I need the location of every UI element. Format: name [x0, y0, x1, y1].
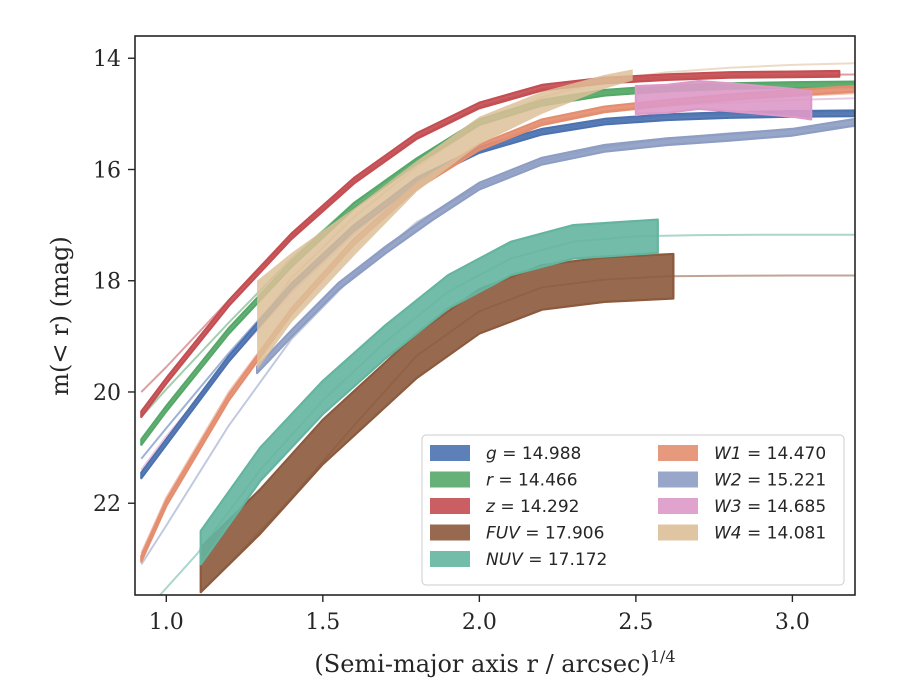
legend-swatch-nuv [430, 551, 470, 567]
legend-label-w1: W1 = 14.470 [714, 444, 826, 464]
legend-swatch-w1 [658, 445, 698, 461]
legend-swatch-w2 [658, 471, 698, 488]
y-tick-label: 16 [93, 158, 121, 183]
legend-label-w3: W3 = 14.685 [714, 497, 826, 517]
legend-swatch-w3 [658, 498, 698, 514]
y-tick-label: 20 [93, 381, 121, 406]
legend-label-fuv: FUV = 17.906 [486, 524, 604, 544]
profile-band-fuv [199, 252, 675, 594]
legend-swatch-z [430, 498, 470, 514]
legend-label-z: z = 14.292 [485, 497, 579, 517]
legend-label-w4: W4 = 14.081 [714, 524, 826, 544]
legend-label-g: g = 14.988 [486, 444, 581, 464]
legend-label-r: r = 14.466 [486, 471, 578, 491]
x-tick-label: 2.0 [462, 610, 497, 635]
profile-band-z [140, 69, 841, 419]
y-tick-label: 14 [93, 47, 121, 72]
legend-swatch-fuv [430, 524, 470, 541]
legend-label-w2: W2 = 15.221 [714, 471, 826, 491]
x-tick-label: 3.0 [775, 610, 810, 635]
profile-band-w2 [256, 117, 855, 375]
legend: g = 14.988 r = 14.466 z = 14.292 FUV = 17.9… [421, 434, 845, 586]
legend-swatch-r [430, 471, 470, 488]
x-axis-label-power: 1/4 [650, 647, 676, 666]
legend-swatch-g [430, 445, 470, 461]
x-tick-label: 1.0 [149, 610, 184, 635]
x-tick-label: 2.5 [618, 610, 653, 635]
profile-band-w3 [634, 79, 813, 121]
legend-frame [421, 434, 845, 586]
legend-swatch-w4 [658, 524, 698, 541]
y-axis-label: m(< r) (mag) [46, 236, 74, 395]
y-tick-label: 18 [93, 270, 121, 295]
y-tick-label: 22 [93, 492, 121, 517]
profile-band-nuv [199, 218, 659, 566]
x-tick-label: 1.5 [305, 610, 340, 635]
legend-label-nuv: NUV = 17.172 [486, 550, 607, 570]
x-axis-label: (Semi-major axis r / arcsec)1/4 [314, 647, 675, 678]
plot-frame [134, 35, 856, 596]
